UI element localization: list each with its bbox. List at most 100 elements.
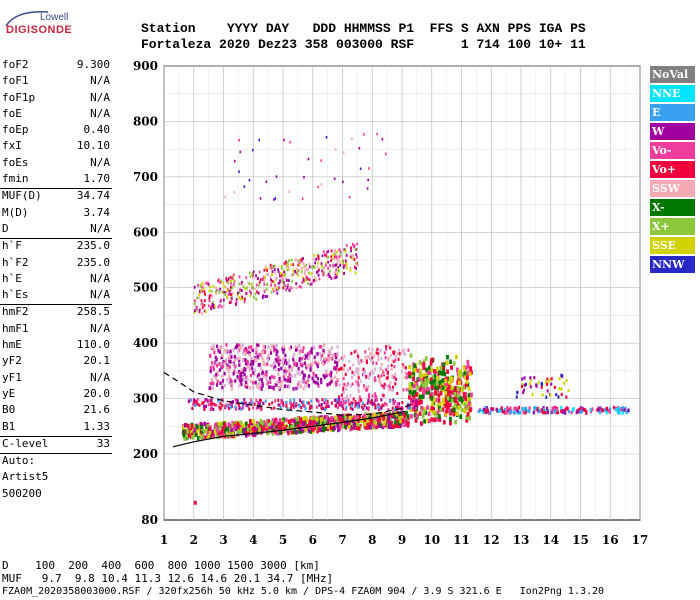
echo-point xyxy=(454,385,458,391)
echo-point xyxy=(509,406,512,411)
echo-point xyxy=(273,268,276,271)
echo-point xyxy=(294,373,297,378)
echo-point xyxy=(239,288,241,292)
echo-point xyxy=(433,412,437,417)
echo-point xyxy=(284,284,287,288)
echo-point xyxy=(401,365,404,369)
echo-point xyxy=(450,385,453,390)
echo-point xyxy=(355,348,358,353)
echo-point xyxy=(390,421,393,427)
echo-point xyxy=(430,367,434,372)
echo-point xyxy=(373,378,376,383)
echo-point xyxy=(377,374,380,378)
echo-point xyxy=(377,415,381,420)
echo-point xyxy=(274,289,276,293)
echo-point xyxy=(418,394,422,400)
echo-point xyxy=(275,419,279,424)
echo-point xyxy=(440,362,444,367)
echo-point xyxy=(313,265,316,269)
echo-point xyxy=(239,297,242,301)
echo-point xyxy=(390,367,393,371)
echo-point xyxy=(350,246,352,250)
echo-point xyxy=(203,407,206,412)
echo-point xyxy=(263,362,266,366)
echo-point xyxy=(564,407,567,412)
echo-point xyxy=(343,271,346,275)
echo-point xyxy=(453,391,457,397)
echo-point xyxy=(262,359,265,363)
echo-point xyxy=(210,402,213,406)
echo-point xyxy=(419,368,422,374)
echo-point xyxy=(355,253,358,256)
echo-point xyxy=(300,400,303,404)
echo-point xyxy=(425,367,428,372)
echo-point xyxy=(249,274,252,278)
echo-point xyxy=(515,395,518,399)
echo-point xyxy=(605,410,608,415)
echo-point xyxy=(221,290,224,294)
echo-point xyxy=(207,282,210,286)
echo-point xyxy=(267,419,270,424)
echo-point xyxy=(276,356,280,360)
echo-point xyxy=(214,304,216,308)
y-tick-label: 600 xyxy=(133,225,158,239)
echo-point xyxy=(231,286,234,290)
echo-point xyxy=(237,430,240,435)
echo-point xyxy=(258,398,261,403)
param-row: yF2 20.1 xyxy=(0,354,112,370)
echo-point xyxy=(394,423,398,429)
echo-point xyxy=(376,132,378,136)
echo-point xyxy=(230,285,232,289)
echo-point xyxy=(300,270,303,274)
echo-point xyxy=(203,290,206,293)
echo-point xyxy=(353,350,356,354)
param-value: N/A xyxy=(90,106,110,120)
echo-point xyxy=(285,417,288,423)
echo-point xyxy=(296,370,299,375)
echo-point xyxy=(456,393,460,398)
echo-point xyxy=(324,406,327,410)
echo-point xyxy=(323,357,326,361)
echo-point xyxy=(218,405,221,409)
echo-point xyxy=(546,389,549,393)
echo-point xyxy=(195,428,199,433)
echo-point xyxy=(309,366,312,370)
param-row: foF1p N/A xyxy=(0,91,112,107)
echo-point xyxy=(194,299,196,303)
echo-point xyxy=(438,417,442,422)
echo-point xyxy=(351,382,354,386)
echo-point xyxy=(387,417,391,422)
echo-point xyxy=(224,195,227,199)
echo-point xyxy=(260,377,264,382)
echo-point xyxy=(246,360,249,364)
echo-point xyxy=(442,365,446,371)
echo-point xyxy=(382,394,385,398)
echo-point xyxy=(344,248,347,252)
echo-point xyxy=(260,387,263,391)
echo-point xyxy=(373,419,376,424)
echo-point xyxy=(497,408,501,413)
echo-point xyxy=(309,368,312,372)
param-row: 500200 xyxy=(0,487,112,503)
echo-point xyxy=(242,404,245,408)
echo-point xyxy=(196,436,200,441)
echo-point xyxy=(393,413,396,418)
echo-point xyxy=(284,261,287,265)
echo-point xyxy=(270,375,274,379)
echo-point xyxy=(238,343,241,348)
legend-nnw: NNW xyxy=(650,256,695,273)
echo-point xyxy=(287,361,290,366)
echo-point xyxy=(349,268,352,272)
echo-point xyxy=(431,410,435,416)
echo-point xyxy=(311,427,315,432)
echo-point xyxy=(353,244,356,248)
echo-point xyxy=(275,277,278,281)
echo-point xyxy=(356,368,359,372)
echo-point xyxy=(339,414,343,419)
echo-point xyxy=(223,285,226,289)
echo-point xyxy=(253,359,256,363)
echo-point xyxy=(217,426,221,431)
echo-point xyxy=(466,359,470,365)
echo-point xyxy=(356,242,359,246)
echo-point xyxy=(270,343,274,348)
